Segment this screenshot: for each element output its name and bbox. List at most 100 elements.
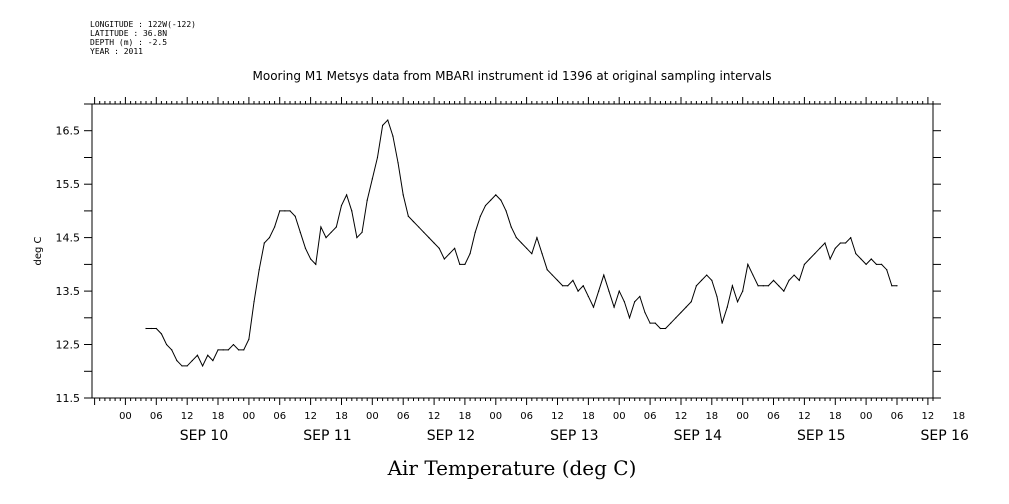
- x-tick-label: 18: [212, 411, 225, 422]
- data-point: [690, 301, 692, 303]
- data-point: [243, 349, 245, 351]
- data-point: [412, 221, 415, 223]
- data-point: [546, 269, 548, 271]
- data-point: [675, 317, 677, 319]
- data-point: [464, 263, 466, 265]
- data-point: [556, 279, 559, 281]
- x-tick-label: 12: [181, 411, 194, 422]
- data-point: [150, 327, 152, 330]
- data-point: [870, 258, 872, 260]
- data-point: [886, 269, 888, 271]
- data-point: [258, 269, 260, 271]
- data-point: [238, 349, 240, 351]
- data-point: [155, 327, 157, 330]
- data-point: [531, 253, 533, 255]
- data-point: [196, 354, 199, 356]
- x-tick-label: 18: [459, 411, 472, 422]
- data-point: [896, 285, 898, 287]
- x-tick-label: 06: [891, 411, 904, 422]
- latitude-text: LATITUDE : 36.8N: [90, 29, 168, 38]
- day-label: SEP 16: [920, 428, 969, 444]
- data-point: [634, 301, 636, 303]
- x-tick-label: 00: [736, 411, 749, 422]
- data-point: [248, 338, 250, 340]
- data-point: [459, 263, 461, 265]
- data-point: [438, 247, 440, 249]
- data-point: [392, 135, 394, 137]
- data-point: [505, 210, 507, 212]
- data-point: [207, 354, 209, 356]
- data-point: [418, 226, 420, 228]
- data-point: [551, 274, 553, 276]
- data-point: [222, 349, 224, 351]
- x-tick-label: 18: [335, 411, 348, 422]
- data-point: [613, 306, 615, 308]
- year-text: YEAR : 2011: [90, 47, 143, 56]
- data-point: [366, 199, 368, 201]
- data-point: [541, 253, 543, 255]
- data-point: [772, 279, 775, 281]
- data-point: [279, 210, 281, 212]
- data-point: [711, 279, 713, 281]
- data-point: [315, 263, 317, 265]
- x-tick-label: 06: [644, 411, 657, 422]
- x-tick-label: 18: [829, 411, 842, 422]
- x-tick-label: 18: [952, 411, 965, 422]
- data-point: [618, 290, 620, 292]
- data-point: [443, 258, 445, 260]
- y-tick-labels: 11.5 12.5 13.5 14.5 15.5 16.5: [56, 125, 81, 405]
- data-point: [171, 349, 173, 351]
- data-point: [232, 343, 235, 346]
- data-point: [346, 194, 348, 196]
- data-point: [747, 263, 749, 265]
- data-point: [644, 311, 646, 314]
- data-point: [736, 301, 739, 303]
- data-point: [212, 359, 214, 362]
- data-point: [844, 242, 847, 244]
- data-point: [767, 285, 770, 287]
- data-point: [263, 242, 265, 244]
- data-point: [582, 285, 584, 287]
- data-point: [299, 231, 301, 233]
- x-tick-label: 12: [551, 411, 564, 422]
- data-point: [340, 204, 343, 207]
- data-point: [335, 226, 337, 228]
- data-point: [603, 274, 605, 276]
- data-point: [803, 263, 806, 265]
- data-point: [577, 290, 579, 292]
- data-point: [448, 253, 451, 255]
- x-tick-label: 00: [119, 411, 132, 422]
- x-tick-label: 12: [675, 411, 688, 422]
- data-point: [433, 242, 435, 244]
- data-point: [253, 301, 255, 303]
- x-tick-label: 06: [767, 411, 780, 422]
- longitude-text: LONGITUDE : 122W(-122): [90, 20, 196, 29]
- data-point: [268, 237, 271, 239]
- plot-frame: [91, 103, 934, 399]
- data-point: [284, 210, 286, 212]
- data-point: [289, 210, 291, 212]
- data-point: [819, 247, 821, 249]
- x-tick-label: 12: [921, 411, 934, 422]
- x-tick-label: 00: [489, 411, 502, 422]
- data-point: [484, 204, 487, 207]
- data-point: [757, 285, 759, 287]
- x-tick-labels: 00 06 12 18 00 06 12 18 00 06 12 18 00 06 12 18 00 06 12 18…: [119, 411, 969, 444]
- data-point: [875, 263, 878, 265]
- data-point: [798, 279, 800, 281]
- day-label: SEP 15: [797, 428, 845, 444]
- data-point: [201, 365, 204, 367]
- series-layer: [145, 119, 898, 368]
- x-tick-label: 12: [428, 411, 441, 422]
- data-point: [680, 311, 682, 314]
- data-point: [495, 194, 497, 196]
- x-tick-label: 00: [243, 411, 256, 422]
- data-point: [850, 237, 852, 239]
- data-point: [783, 290, 785, 292]
- data-point: [695, 285, 697, 287]
- data-point: [839, 242, 842, 244]
- data-point: [387, 119, 389, 121]
- data-point: [814, 253, 816, 255]
- data-point: [762, 285, 764, 287]
